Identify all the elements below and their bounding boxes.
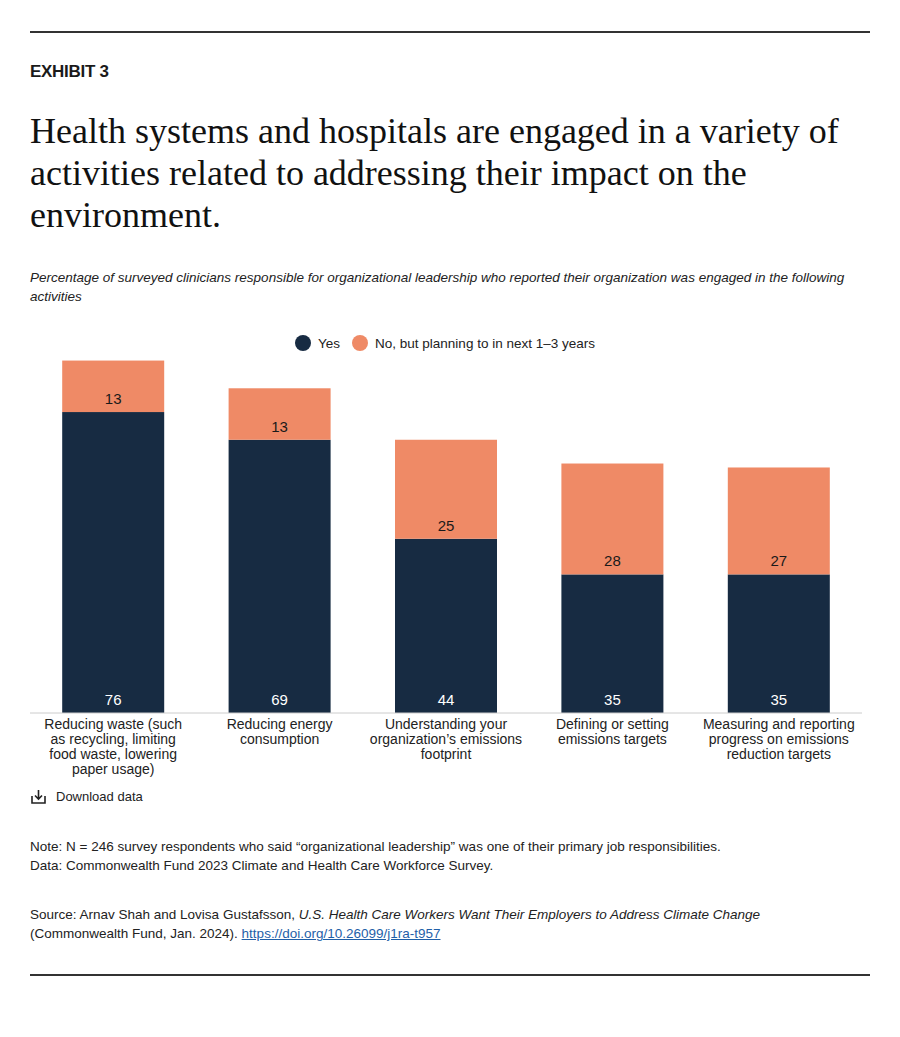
bar-segment: [395, 539, 497, 713]
baseline: [30, 713, 862, 714]
source-title: U.S. Health Care Workers Want Their Empl…: [299, 907, 760, 922]
category-label: Understanding your organization’s emissi…: [368, 717, 524, 762]
data-label: 13: [271, 418, 288, 435]
legend-swatch: [352, 335, 368, 351]
category-label: Measuring and reporting progress on emis…: [701, 717, 857, 762]
data-label: 69: [271, 691, 288, 708]
download-text[interactable]: Download data: [56, 789, 143, 804]
data-label: 28: [604, 552, 621, 569]
legend-text: Yes: [318, 336, 340, 351]
data-label: 35: [604, 691, 621, 708]
source-prefix: Source: Arnav Shah and Lovisa Gustafsson…: [30, 907, 299, 922]
category-label: Defining or setting emissions targets: [534, 717, 690, 747]
bar-segment: [62, 412, 164, 713]
data-label: 35: [770, 691, 787, 708]
top-rule: [30, 31, 870, 33]
bar-segment: [62, 361, 164, 412]
legend-swatch: [295, 335, 311, 351]
bar-segment: [561, 574, 663, 713]
data-label: 44: [438, 691, 455, 708]
data-label: 25: [438, 517, 455, 534]
chart-title: Health systems and hospitals are engaged…: [30, 110, 870, 236]
legend-item: No, but planning to in next 1–3 years: [352, 335, 595, 351]
source-suffix: (Commonwealth Fund, Jan. 2024).: [30, 926, 242, 941]
bar-segment: [229, 388, 331, 439]
legend-item: Yes: [295, 335, 340, 351]
data-source: Data: Commonwealth Fund 2023 Climate and…: [30, 856, 870, 875]
download-icon[interactable]: [30, 788, 47, 805]
data-label: 76: [105, 691, 122, 708]
category-label: Reducing energy consumption: [202, 717, 358, 747]
chart-subtitle: Percentage of surveyed clinicians respon…: [30, 268, 850, 306]
bar-segment: [561, 464, 663, 575]
bar-segment: [395, 440, 497, 539]
bar-segment: [229, 440, 331, 713]
chart-svg: 76 13 69 13 44 25 35 28 35 27: [0, 0, 900, 1037]
bar-segment: [728, 574, 830, 713]
category-label: Reducing waste (such as recycling, limit…: [35, 717, 191, 777]
bottom-rule: [30, 974, 870, 976]
legend: Yes No, but planning to in next 1–3 years: [0, 335, 890, 351]
download-data[interactable]: Download data: [30, 788, 143, 805]
data-label: 27: [770, 552, 787, 569]
note: Note: N = 246 survey respondents who sai…: [30, 837, 870, 856]
source-link[interactable]: https://doi.org/10.26099/j1ra-t957: [242, 926, 441, 941]
data-labels: 76 13 69 13 44 25 35 28 35 27: [105, 390, 787, 708]
bars: [62, 361, 830, 713]
data-label: 13: [105, 390, 122, 407]
source: Source: Arnav Shah and Lovisa Gustafsson…: [30, 905, 820, 943]
legend-text: No, but planning to in next 1–3 years: [375, 336, 595, 351]
bar-segment: [728, 467, 830, 574]
exhibit-label: EXHIBIT 3: [30, 62, 109, 82]
